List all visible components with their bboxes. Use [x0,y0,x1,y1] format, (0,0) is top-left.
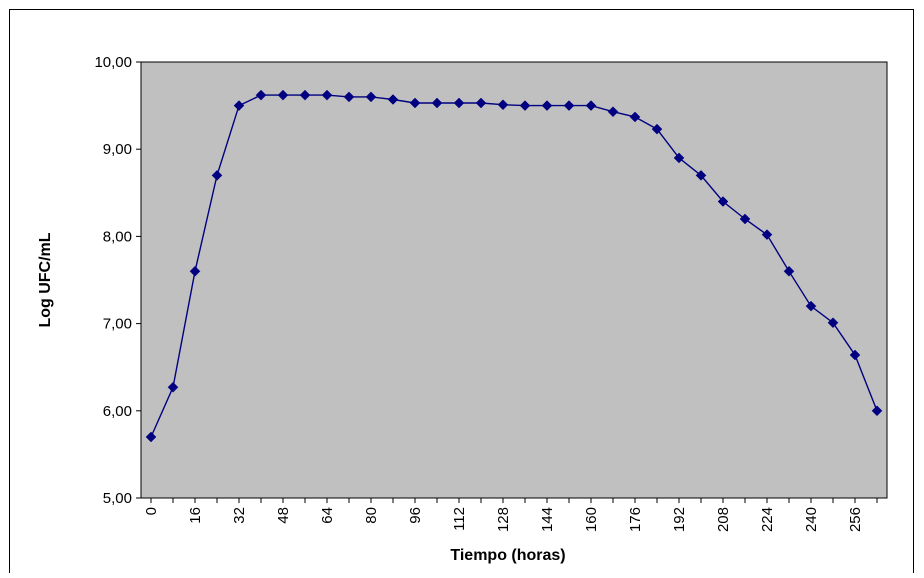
data-point [475,97,487,109]
data-point [717,196,729,207]
data-point [673,152,685,164]
data-point [695,170,707,181]
data-point [585,100,597,111]
data-point [189,265,201,277]
data-point [849,349,861,361]
x-tick-label: 160 [583,507,600,532]
series-line [150,94,878,438]
x-tick-label: 128 [495,507,512,532]
data-point [607,106,619,118]
data-point [629,111,641,123]
y-tick-label: 10,00 [94,54,132,71]
data-point [343,91,355,103]
y-axis-title: Log UFC/mL [37,232,54,327]
data-point [739,213,751,225]
x-tick-label: 112 [451,507,468,531]
x-tick-label: 240 [803,507,820,532]
plot-area: 5,00 6,00 7,00 8,00 9,00 10,00 0 16 32 48 64 80 96 11… [94,54,888,532]
x-tick-label: 176 [627,507,644,532]
y-tick-label: 9,00 [103,141,132,158]
data-point [167,381,179,393]
y-tick-label: 7,00 [103,316,132,333]
data-point [211,170,223,181]
x-tick-label: 96 [407,507,424,524]
x-tick-label: 48 [275,507,292,524]
data-point [497,99,509,111]
data-point [387,94,399,105]
data-point [541,100,553,111]
data-point [761,229,773,241]
plot-background [140,61,888,499]
x-tick-label: 16 [187,507,204,524]
data-point [321,89,333,101]
data-point [651,123,663,135]
data-point [563,100,575,111]
data-point [409,97,421,109]
data-point [431,97,443,109]
data-point [453,97,465,109]
data-point [827,317,839,329]
x-tick-label: 192 [671,507,688,532]
data-point [365,91,377,103]
y-tick-label: 5,00 [103,490,132,507]
data-point [145,431,157,443]
data-point [233,100,245,111]
data-point [277,89,289,101]
x-tick-label: 208 [715,507,732,532]
x-tick-label: 0 [143,507,160,515]
data-point [783,265,795,277]
data-point [519,100,531,111]
data-point [255,89,267,101]
x-tick-label: 256 [847,507,864,532]
data-point [871,405,883,417]
x-tick-label: 64 [319,507,336,524]
x-tick-label: 80 [363,507,380,524]
data-point [805,300,817,312]
data-point [299,89,311,101]
x-tick-label: 144 [539,507,556,532]
x-tick-label: 224 [759,507,776,532]
x-tick-label: 32 [231,507,248,524]
y-tick-label: 8,00 [103,228,132,245]
y-tick-label: 6,00 [103,403,132,420]
x-axis-title: Tiempo (horas) [450,547,565,564]
